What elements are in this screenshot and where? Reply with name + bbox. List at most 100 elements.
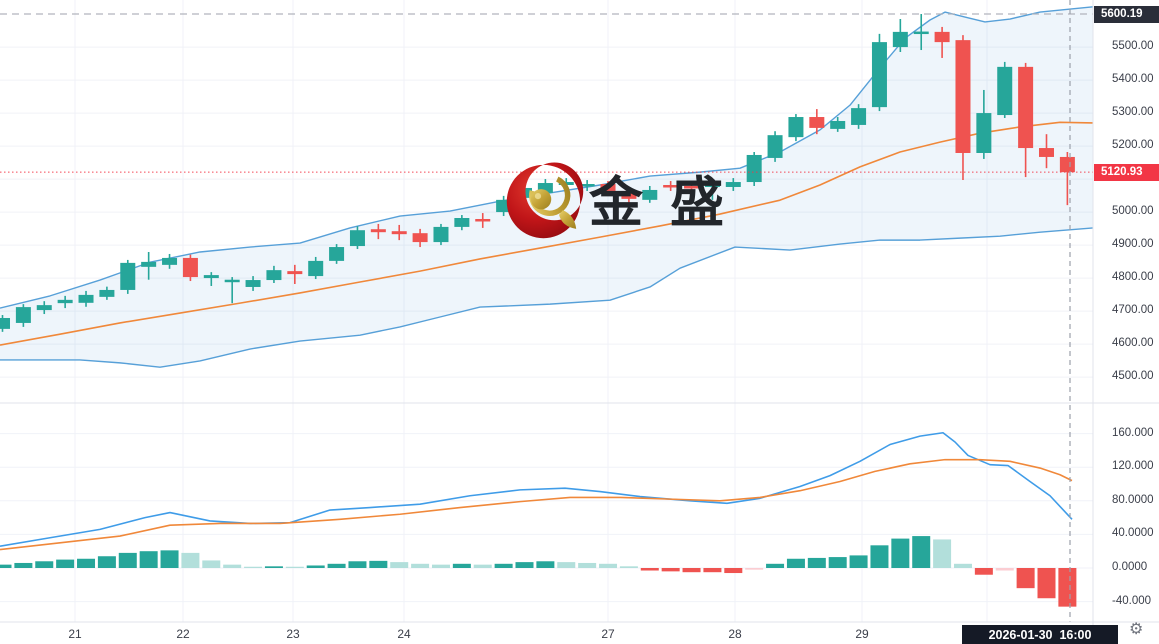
candle-body — [892, 31, 908, 48]
macd-hist-bar — [640, 568, 659, 571]
macd-hist-bar — [515, 562, 534, 568]
candle-body — [370, 229, 386, 233]
candle-body — [976, 113, 992, 153]
candle[interactable] — [57, 295, 73, 309]
candle-body — [663, 185, 679, 188]
candle-body — [830, 120, 846, 129]
candle[interactable] — [224, 277, 240, 304]
macd-hist-bar — [97, 556, 116, 568]
candle[interactable] — [1018, 62, 1034, 178]
candle-body — [224, 279, 240, 283]
macd-hist-bar — [557, 562, 576, 568]
macd-hist-bar — [118, 552, 137, 568]
candle[interactable] — [0, 315, 10, 332]
candle[interactable] — [725, 178, 741, 191]
candle[interactable] — [454, 215, 470, 231]
macd-hist-bar — [223, 564, 242, 568]
candle[interactable] — [788, 114, 804, 142]
macd-hist-bar — [745, 568, 764, 570]
macd-hist-bar — [1016, 568, 1035, 589]
candle[interactable] — [558, 178, 574, 190]
candle[interactable] — [871, 33, 887, 112]
candle[interactable] — [913, 14, 929, 51]
candle[interactable] — [579, 180, 595, 191]
candle[interactable] — [141, 251, 157, 280]
candle[interactable] — [1059, 152, 1075, 206]
candle-body — [496, 199, 512, 213]
macd-hist-bar — [77, 558, 96, 568]
candle[interactable] — [809, 109, 825, 135]
candle[interactable] — [162, 253, 178, 269]
price-tick-label: 5400.00 — [1112, 73, 1154, 86]
candle-body — [99, 289, 115, 297]
candle[interactable] — [78, 290, 94, 307]
candle[interactable] — [746, 152, 762, 186]
candle-body — [162, 257, 178, 265]
macd-hist-bar — [766, 563, 785, 568]
candle-body — [308, 260, 324, 277]
macd-hist-bar — [264, 566, 283, 568]
candle-body — [57, 299, 73, 304]
macd-hist-bar — [786, 558, 805, 568]
macd-hist-bar — [285, 566, 304, 568]
candle[interactable] — [851, 104, 867, 129]
candle[interactable] — [287, 264, 303, 285]
candle[interactable] — [203, 272, 219, 286]
price-tick-label: 4800.00 — [1112, 271, 1154, 284]
macd-hist-bar — [912, 536, 931, 568]
macd-hist-bar — [703, 568, 722, 573]
candle[interactable] — [99, 286, 115, 300]
candle[interactable] — [704, 181, 720, 200]
candle[interactable] — [475, 213, 491, 228]
candle[interactable] — [245, 276, 261, 291]
candle-body — [329, 247, 345, 261]
candle[interactable] — [997, 61, 1013, 119]
candle[interactable] — [266, 265, 282, 284]
candle[interactable] — [621, 186, 637, 203]
candle[interactable] — [391, 224, 407, 241]
candle[interactable] — [370, 223, 386, 240]
candle-body — [349, 230, 365, 247]
candle[interactable] — [955, 35, 971, 181]
candle[interactable] — [15, 304, 31, 327]
candle[interactable] — [642, 185, 658, 203]
macd-hist-bar — [849, 555, 868, 568]
macd-hist-bar — [35, 561, 54, 568]
candle[interactable] — [36, 301, 52, 315]
candle-body — [15, 307, 31, 323]
candle[interactable] — [412, 228, 428, 248]
candle[interactable] — [663, 181, 679, 191]
candle[interactable] — [934, 26, 950, 58]
macd-tick-label: 40.0000 — [1112, 527, 1154, 540]
candle[interactable] — [120, 259, 136, 294]
candle[interactable] — [830, 117, 846, 132]
candle-body — [871, 42, 887, 108]
macd-hist-bar — [974, 568, 993, 575]
candle[interactable] — [349, 226, 365, 250]
candle[interactable] — [182, 254, 198, 282]
candle[interactable] — [308, 256, 324, 280]
candle-body — [684, 185, 700, 189]
candle[interactable] — [767, 131, 783, 162]
candle-body — [767, 135, 783, 158]
candle[interactable] — [892, 19, 908, 53]
macd-signal-line — [0, 458, 1073, 551]
macd-tick-label: 160.000 — [1112, 426, 1154, 439]
settings-gear-icon[interactable]: ⚙ — [1129, 621, 1144, 638]
candle[interactable] — [1039, 134, 1054, 169]
price-tick-label: 5500.00 — [1112, 40, 1154, 53]
candle[interactable] — [976, 89, 992, 159]
candle[interactable] — [329, 244, 345, 264]
macd-hist-bar — [473, 564, 492, 568]
macd-hist-bar — [1058, 568, 1077, 607]
candle-body — [746, 154, 762, 183]
candle-body — [203, 275, 219, 279]
macd-hist-bar — [599, 563, 618, 568]
macd-hist-bar — [327, 563, 346, 568]
candle[interactable] — [600, 181, 616, 196]
candle[interactable] — [684, 182, 700, 192]
candle[interactable] — [433, 223, 449, 246]
date-tick-label: 24 — [397, 627, 411, 641]
macd-hist-bar — [306, 565, 325, 568]
